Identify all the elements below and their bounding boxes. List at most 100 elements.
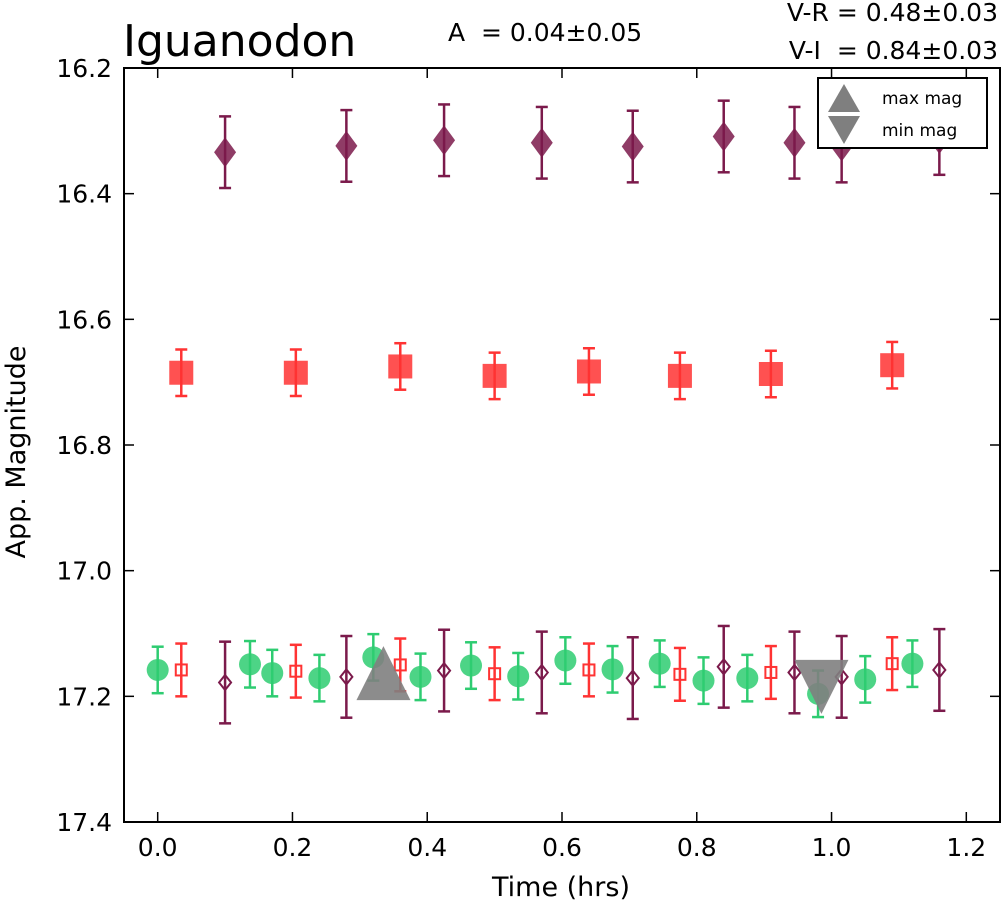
legend-label-min-mag: min mag <box>882 121 957 141</box>
data-point <box>289 643 303 699</box>
data-point <box>712 99 735 174</box>
data-point <box>621 109 644 184</box>
data-point <box>436 628 452 713</box>
point-marker <box>146 658 169 681</box>
point-marker <box>335 130 358 161</box>
data-point <box>409 652 432 702</box>
data-point <box>534 630 550 715</box>
point-marker <box>507 665 530 688</box>
data-point <box>261 648 284 698</box>
x-tick-label: 0.8 <box>677 833 717 862</box>
data-point <box>174 642 188 698</box>
point-marker <box>261 662 284 685</box>
data-point <box>239 639 262 689</box>
legend: max mag min mag <box>817 77 988 149</box>
point-marker <box>880 353 905 378</box>
data-point <box>507 651 530 701</box>
data-point <box>146 645 169 695</box>
point-marker <box>783 127 806 158</box>
data-point <box>667 351 692 401</box>
point-marker <box>174 663 188 677</box>
x-axis-label: Time (hrs) <box>491 872 630 903</box>
x-tick-label: 0.6 <box>542 833 582 862</box>
point-marker <box>283 360 308 385</box>
data-point <box>932 627 947 713</box>
point-marker <box>339 667 354 686</box>
amplitude-annotation: A = 0.04±0.05 <box>448 18 642 47</box>
data-point <box>482 351 507 401</box>
data-point <box>692 656 715 706</box>
data-point <box>901 639 924 689</box>
y-tick-label: 16.2 <box>56 54 112 83</box>
point-marker <box>601 658 624 681</box>
data-point <box>283 348 308 398</box>
data-point <box>673 646 687 702</box>
data-point <box>764 644 778 701</box>
point-marker <box>758 361 783 386</box>
data-point <box>388 341 413 391</box>
point-marker <box>393 658 407 672</box>
x-tick-label: 1.2 <box>946 833 986 862</box>
point-marker <box>576 359 601 384</box>
data-point <box>885 636 899 692</box>
point-marker <box>217 673 233 692</box>
point-marker <box>554 649 577 672</box>
y-tick-label: 16.6 <box>56 305 112 334</box>
data-point <box>582 642 596 698</box>
point-marker <box>692 669 715 692</box>
point-marker <box>488 667 502 681</box>
y-tick-label: 17.2 <box>56 682 112 711</box>
x-tick-label: 0.0 <box>138 833 178 862</box>
point-marker <box>436 661 452 680</box>
data-point <box>433 103 456 178</box>
point-marker <box>716 657 732 676</box>
x-tick-label: 0.4 <box>407 833 447 862</box>
point-marker <box>582 663 596 677</box>
point-marker <box>214 137 237 168</box>
data-point <box>214 115 237 190</box>
data-point <box>339 634 354 719</box>
plot-area <box>123 67 1001 823</box>
data-point <box>625 636 641 721</box>
data-point <box>308 653 331 703</box>
data-point <box>736 653 759 703</box>
point-marker <box>712 121 735 152</box>
min-mag-marker <box>794 659 849 714</box>
point-marker <box>388 354 413 379</box>
data-point <box>217 640 233 725</box>
point-marker <box>932 660 947 680</box>
point-marker <box>854 668 877 691</box>
point-marker <box>787 663 802 682</box>
point-marker <box>409 665 432 688</box>
data-point <box>787 630 802 715</box>
x-tick-label: 1.0 <box>812 833 852 862</box>
data-point <box>335 108 358 183</box>
data-point <box>460 641 483 691</box>
point-marker <box>433 125 456 156</box>
data-point <box>530 105 553 180</box>
point-marker <box>885 657 899 671</box>
data-layer <box>146 99 951 725</box>
y-tick-label: 16.4 <box>56 180 112 209</box>
data-point <box>169 348 194 398</box>
point-marker <box>308 667 331 690</box>
x-tick-label: 0.2 <box>273 833 313 862</box>
data-point <box>783 105 806 180</box>
data-point <box>854 654 877 704</box>
point-marker <box>169 360 194 385</box>
data-point <box>601 644 624 694</box>
point-marker <box>482 363 507 388</box>
point-marker <box>534 663 550 682</box>
point-marker <box>673 667 687 681</box>
point-marker <box>289 664 303 678</box>
legend-label-max-mag: max mag <box>882 89 962 109</box>
data-point <box>880 340 905 390</box>
data-point <box>488 646 502 702</box>
y-axis-label: App. Magnitude <box>1 346 32 559</box>
point-marker <box>648 652 671 675</box>
point-marker <box>621 131 644 162</box>
data-point <box>554 636 577 686</box>
data-point <box>648 639 671 689</box>
data-point <box>758 349 783 399</box>
